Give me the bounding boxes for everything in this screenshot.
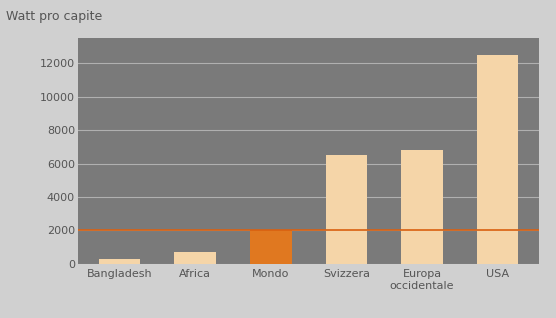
Bar (99, 259, 141, 264)
Bar (401, 150, 443, 264)
Bar (175, 252, 216, 264)
Bar (250, 231, 291, 264)
Bar (476, 55, 518, 264)
Bar (326, 155, 367, 264)
Text: Watt pro capite: Watt pro capite (6, 10, 102, 23)
